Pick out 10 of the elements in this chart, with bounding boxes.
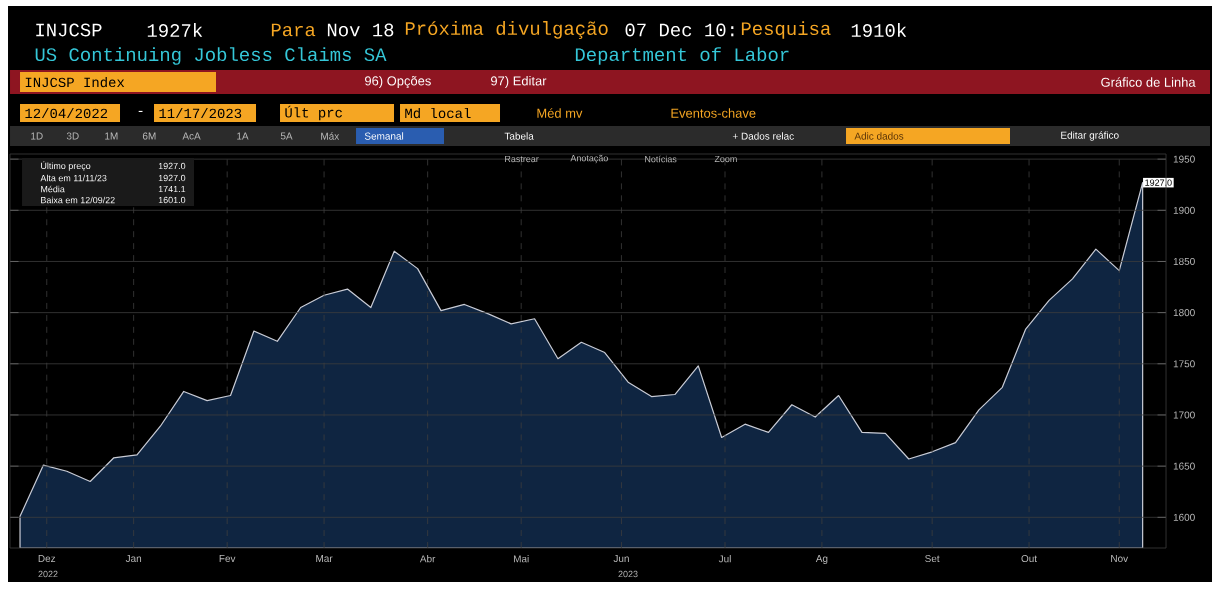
text: Para [271, 23, 316, 37]
text: 07 Dec 10: [625, 23, 734, 37]
chart-title: US Continuing Jobless Claims SA [35, 47, 387, 65]
text: 1910k [851, 23, 907, 37]
text: Pesquisa [741, 21, 831, 39]
text: 1927k [147, 23, 203, 37]
text: Nov 18 [327, 23, 394, 37]
text: INJCSP [36, 23, 102, 37]
chart-subtitle: Department of Labor [575, 47, 789, 65]
text: Próxima divulgação [405, 21, 608, 39]
